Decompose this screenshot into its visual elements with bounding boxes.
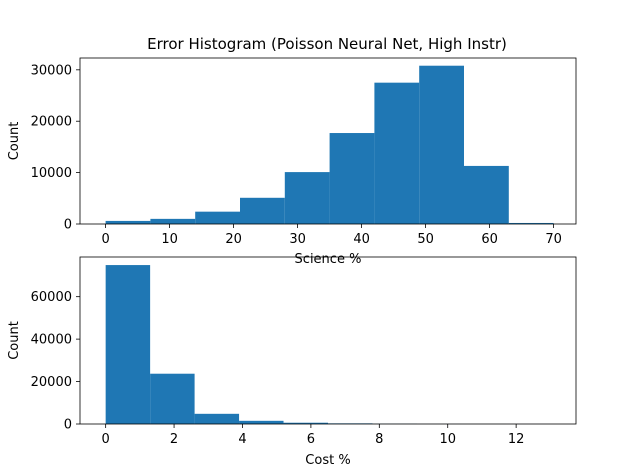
x-tick-label: 8	[375, 432, 383, 447]
x-tick-label: 30	[289, 232, 306, 247]
y-tick-label: 20000	[31, 375, 72, 390]
y-tick-label: 20000	[31, 115, 72, 130]
science-histogram: 0 10 20 30 40 50 60 70 0 10000 20000 30000 Science %…	[7, 57, 577, 267]
y-tick-label: 10000	[31, 166, 72, 181]
histogram-bar	[105, 220, 151, 224]
x-tick-label: 60	[481, 232, 498, 247]
chart-title: Error Histogram (Poisson Neural Net, Hig…	[147, 35, 507, 53]
x-axis-label: Science %	[295, 252, 362, 267]
x-tick-label: 12	[508, 432, 525, 447]
x-tick-label: 2	[170, 432, 178, 447]
y-axis-label: Count	[7, 122, 22, 161]
histogram-bar	[194, 413, 240, 424]
y-axis-label: Count	[7, 321, 22, 360]
histogram-bar	[283, 422, 328, 424]
y-tick-label: 40000	[31, 333, 72, 348]
x-tick-label: 70	[545, 232, 562, 247]
histogram-bar	[239, 420, 284, 424]
histogram-bar	[150, 218, 196, 224]
x-tick-label: 6	[307, 432, 315, 447]
x-tick-label: 10	[161, 232, 178, 247]
y-tick-label: 0	[64, 418, 72, 433]
histogram-bar	[150, 373, 195, 424]
histogram-bar	[419, 65, 464, 224]
x-tick-label: 20	[225, 232, 242, 247]
histogram-bar	[284, 172, 330, 224]
histogram-bar	[508, 222, 554, 224]
y-tick-label: 60000	[31, 290, 72, 305]
histogram-bar	[105, 265, 151, 424]
axes-frame	[79, 256, 577, 425]
x-tick-label: 0	[101, 232, 109, 247]
histogram-bar	[329, 133, 375, 224]
y-tick-label: 30000	[31, 63, 72, 78]
histogram-bar	[374, 82, 420, 224]
x-tick-label: 50	[417, 232, 434, 247]
x-tick-label: 10	[439, 432, 456, 447]
cost-histogram: 0 2 4 6 8 10 12 0 20000 40000 60000 Cost % Count	[7, 256, 577, 468]
axes-frame	[79, 57, 577, 225]
histogram-bar	[195, 211, 240, 224]
histogram-bar	[240, 197, 285, 224]
x-axis-label: Cost %	[305, 453, 350, 468]
y-tick-label: 0	[64, 218, 72, 233]
x-tick-label: 40	[353, 232, 370, 247]
x-tick-label: 4	[238, 432, 246, 447]
x-tick-label: 0	[102, 432, 110, 447]
histogram-bar	[464, 165, 509, 224]
